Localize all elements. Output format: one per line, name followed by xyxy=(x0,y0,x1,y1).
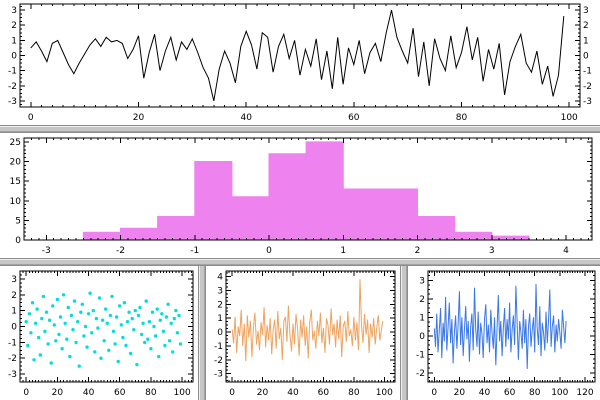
svg-text:0: 0 xyxy=(28,113,34,123)
impulse-chart: 0 20 40 60 80 100 -3 -2 -1 0 1 2 3 4 xyxy=(206,266,400,400)
svg-text:0: 0 xyxy=(217,328,223,338)
svg-text:25: 25 xyxy=(10,138,21,148)
svg-text:20: 20 xyxy=(454,388,466,398)
svg-text:5: 5 xyxy=(15,216,21,226)
svg-text:2: 2 xyxy=(419,295,425,305)
svg-text:20: 20 xyxy=(52,388,64,398)
svg-text:60: 60 xyxy=(318,388,330,398)
noise-line-chart: 0 20 40 60 80 100 -3 -3 -2 -2 -1 -1 0 0 1 1 2 2 3 3 xyxy=(0,0,600,125)
svg-text:0: 0 xyxy=(583,52,589,62)
svg-text:0: 0 xyxy=(11,52,17,62)
svg-text:80: 80 xyxy=(529,388,541,398)
svg-text:20: 20 xyxy=(133,113,145,123)
svg-text:2: 2 xyxy=(415,246,421,256)
vertical-splitter-1[interactable] xyxy=(198,266,206,400)
svg-text:0: 0 xyxy=(266,246,272,256)
svg-text:100: 100 xyxy=(551,388,568,398)
svg-text:0: 0 xyxy=(23,388,29,398)
svg-text:1: 1 xyxy=(583,36,589,46)
svg-text:1: 1 xyxy=(419,313,425,323)
svg-text:1: 1 xyxy=(217,314,223,324)
svg-text:3: 3 xyxy=(217,286,223,296)
svg-text:4: 4 xyxy=(217,273,223,283)
svg-text:2: 2 xyxy=(217,300,223,310)
blue-line-chart: 0 20 40 60 80 100 120 -2 -1 0 1 2 3 xyxy=(408,266,600,400)
svg-text:1: 1 xyxy=(340,246,346,256)
svg-text:-3: -3 xyxy=(214,370,223,380)
top-noise-line-panel: 0 20 40 60 80 100 -3 -3 -2 -2 -1 -1 0 0 1 1 2 2 3 3 xyxy=(0,0,600,125)
svg-text:-2: -2 xyxy=(116,246,125,256)
svg-text:40: 40 xyxy=(479,388,491,398)
histogram-panel: -3 -2 -1 0 1 2 3 4 0 5 10 15 20 25 xyxy=(0,133,600,258)
bottom-row: 0 20 40 60 80 100 -3 -2 -1 0 1 2 3 0 20 40 60 80 100 -3 -2-… xyxy=(0,266,600,400)
svg-text:15: 15 xyxy=(10,177,21,187)
svg-text:2: 2 xyxy=(11,291,17,301)
svg-text:-2: -2 xyxy=(8,82,17,92)
svg-text:0: 0 xyxy=(15,236,21,246)
svg-text:-2: -2 xyxy=(416,369,425,379)
impulse-panel: 0 20 40 60 80 100 -3 -2 -1 0 1 2 3 4 xyxy=(206,266,400,400)
svg-text:2: 2 xyxy=(583,21,589,31)
svg-text:80: 80 xyxy=(145,388,157,398)
svg-text:-1: -1 xyxy=(8,338,17,348)
svg-text:-2: -2 xyxy=(583,82,592,92)
horizontal-splitter-2[interactable] xyxy=(0,258,600,266)
scatter-chart: 0 20 40 60 80 100 -3 -2 -1 0 1 2 3 xyxy=(0,266,198,400)
svg-text:-3: -3 xyxy=(583,97,592,107)
svg-text:10: 10 xyxy=(10,197,22,207)
svg-text:-3: -3 xyxy=(42,246,51,256)
svg-text:-2: -2 xyxy=(8,354,17,364)
svg-text:-1: -1 xyxy=(190,246,199,256)
scatter-panel: 0 20 40 60 80 100 -3 -2 -1 0 1 2 3 xyxy=(0,266,198,400)
svg-text:2: 2 xyxy=(11,21,17,31)
svg-text:3: 3 xyxy=(11,275,17,285)
horizontal-splitter-1[interactable] xyxy=(0,125,600,133)
svg-text:4: 4 xyxy=(563,246,569,256)
svg-text:80: 80 xyxy=(456,113,468,123)
svg-text:100: 100 xyxy=(561,113,578,123)
svg-text:0: 0 xyxy=(229,388,235,398)
svg-text:0: 0 xyxy=(431,388,437,398)
svg-text:-3: -3 xyxy=(8,370,17,380)
svg-text:1: 1 xyxy=(11,36,17,46)
svg-text:80: 80 xyxy=(348,388,360,398)
svg-text:40: 40 xyxy=(287,388,299,398)
histogram-chart: -3 -2 -1 0 1 2 3 4 0 5 10 15 20 25 xyxy=(0,133,600,258)
svg-text:3: 3 xyxy=(489,246,495,256)
svg-text:3: 3 xyxy=(419,276,425,286)
vertical-splitter-2[interactable] xyxy=(400,266,408,400)
svg-text:1: 1 xyxy=(11,307,17,317)
svg-text:3: 3 xyxy=(11,6,17,16)
svg-text:40: 40 xyxy=(83,388,95,398)
svg-text:-1: -1 xyxy=(214,342,223,352)
svg-text:-3: -3 xyxy=(8,97,17,107)
svg-text:20: 20 xyxy=(257,388,269,398)
svg-text:60: 60 xyxy=(348,113,360,123)
svg-text:3: 3 xyxy=(583,6,589,16)
svg-text:100: 100 xyxy=(376,388,393,398)
svg-text:120: 120 xyxy=(576,388,593,398)
svg-text:60: 60 xyxy=(504,388,516,398)
svg-text:40: 40 xyxy=(240,113,252,123)
svg-text:100: 100 xyxy=(174,388,191,398)
svg-text:-2: -2 xyxy=(214,356,223,366)
svg-text:60: 60 xyxy=(114,388,126,398)
svg-text:0: 0 xyxy=(11,323,17,333)
svg-text:0: 0 xyxy=(419,332,425,342)
svg-text:-1: -1 xyxy=(8,67,17,77)
blue-line-panel: 0 20 40 60 80 100 120 -2 -1 0 1 2 3 xyxy=(408,266,600,400)
svg-text:-1: -1 xyxy=(583,67,592,77)
svg-text:-1: -1 xyxy=(416,350,425,360)
svg-text:20: 20 xyxy=(10,158,22,168)
